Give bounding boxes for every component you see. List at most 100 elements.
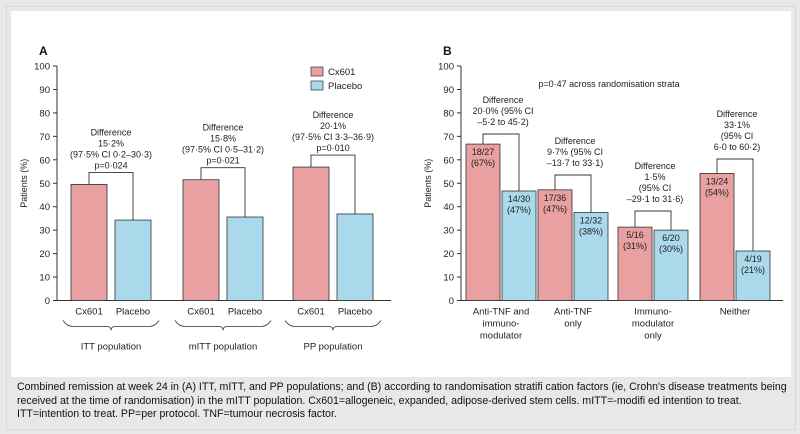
group-label: Immuno- [634,307,671,318]
difference-annotation: Difference [483,95,524,105]
bar-data-label: (47%) [507,205,531,215]
difference-annotation: –13·7 to 33·1) [547,158,604,168]
y-tick-label: 80 [39,108,50,119]
bar-data-label: 6/20 [662,233,680,243]
difference-annotation: Difference [313,110,354,120]
group-label: modulator [632,319,674,330]
difference-annotation: p=0·024 [94,160,127,170]
bar-cx601 [182,179,220,301]
difference-annotation: –29·1 to 31·6) [627,194,684,204]
panel-label-a: A [39,44,48,58]
x-tick-label: Placebo [116,307,150,318]
difference-annotation: (95% CI [639,183,672,193]
group-brace [284,320,382,331]
legend-label-cx601: Cx601 [328,67,355,78]
bar-data-label: 12/32 [580,216,603,226]
difference-bracket [88,171,134,221]
group-label: only [644,331,662,342]
bar-data-label: (30%) [659,244,683,254]
x-tick-label: Cx601 [75,307,102,318]
group-label: immuno- [483,319,520,330]
difference-annotation: Difference [717,109,758,119]
figure: A 0 10 20 30 40 50 60 70 80 90 100 Patients (%) Cx601… [6,6,796,430]
figure-caption: Combined remission at week 24 in (A) ITT… [17,381,787,420]
y-tick-label: 20 [39,249,50,260]
bar-data-label: 4/19 [744,254,762,264]
legend-swatch-cx601 [310,66,324,77]
difference-annotation: 33·1% [724,120,750,130]
difference-annotation: 15·2% [98,138,124,148]
bar-data-label: (54%) [705,187,729,197]
charts-svg: A 0 10 20 30 40 50 60 70 80 90 100 Patients (%) Cx601… [19,44,783,353]
y-tick-label: 50 [443,179,454,190]
panel-label-b: B [443,44,452,58]
bar-data-label: 13/24 [706,176,729,186]
difference-bracket [716,158,754,252]
group-label: ITT population [81,342,142,353]
group-brace [174,320,272,331]
bar-placebo [501,190,537,301]
y-axis-label: Patients (%) [423,159,433,208]
difference-bracket [634,210,672,231]
bar-cx601 [699,173,735,301]
bar-cx601 [537,189,573,301]
y-axis-label: Patients (%) [19,159,29,208]
difference-annotation: Difference [203,123,244,133]
y-tick-label: 60 [39,155,50,166]
legend-swatch-placebo [310,80,324,91]
y-tick-label: 70 [39,132,50,143]
y-tick-label: 100 [34,62,50,73]
group-label: only [564,319,582,330]
y-tick-label: 90 [39,85,50,96]
difference-annotation: (97·5% CI 0·5–31·2) [182,145,264,155]
bar-placebo [226,216,264,301]
bar-cx601 [465,143,501,301]
difference-annotation: –5·2 to 45·2) [477,117,529,127]
bar-placebo [653,229,689,301]
difference-annotation: p=0·010 [316,143,349,153]
bar-data-label: 5/16 [626,230,644,240]
difference-annotation: (97·5% CI 3·3–36·9) [292,132,374,142]
bar-placebo [735,250,771,301]
bar-placebo [114,219,152,301]
x-tick-label: Cx601 [297,307,324,318]
group-label: Anti-TNF [554,307,592,318]
y-tick-label: 10 [443,273,454,284]
group-label: Neither [720,307,751,318]
y-tick-label: 20 [443,249,454,260]
difference-annotation: p=0·021 [206,156,239,166]
difference-annotation: Difference [91,127,132,137]
y-tick-label: 60 [443,155,454,166]
difference-annotation: 6·0 to 60·2) [714,142,761,152]
group-label: modulator [480,331,522,342]
y-tick-label: 40 [443,202,454,213]
bar-data-label: (47%) [543,204,567,214]
y-tick-label: 50 [39,179,50,190]
x-tick-label: Placebo [228,307,262,318]
y-tick-label: 90 [443,85,454,96]
group-brace [62,320,160,331]
legend-label-placebo: Placebo [328,81,362,92]
group-label: Anti-TNF and [473,307,530,318]
difference-bracket [200,167,246,218]
y-tick-label: 30 [39,226,50,237]
chart-panel-box: A 0 10 20 30 40 50 60 70 80 90 100 Patients (%) Cx601… [11,11,791,377]
y-tick-label: 0 [45,296,50,307]
group-label: PP population [304,342,363,353]
bar-data-label: (21%) [741,265,765,275]
bar-data-label: (67%) [471,158,495,168]
difference-annotation: 20·0% (95% CI [472,106,533,116]
y-tick-label: 40 [39,202,50,213]
difference-annotation: 1·5% [644,172,665,182]
y-tick-label: 0 [449,296,454,307]
y-tick-label: 30 [443,226,454,237]
bar-data-label: 18/27 [472,147,495,157]
y-tick-label: 100 [438,62,454,73]
x-tick-label: Cx601 [187,307,214,318]
group-label: mITT population [189,342,257,353]
bar-cx601 [292,166,330,301]
difference-bracket [554,174,592,213]
bar-data-label: 17/36 [544,193,567,203]
y-tick-label: 80 [443,108,454,119]
difference-annotation: 15·8% [210,134,236,144]
